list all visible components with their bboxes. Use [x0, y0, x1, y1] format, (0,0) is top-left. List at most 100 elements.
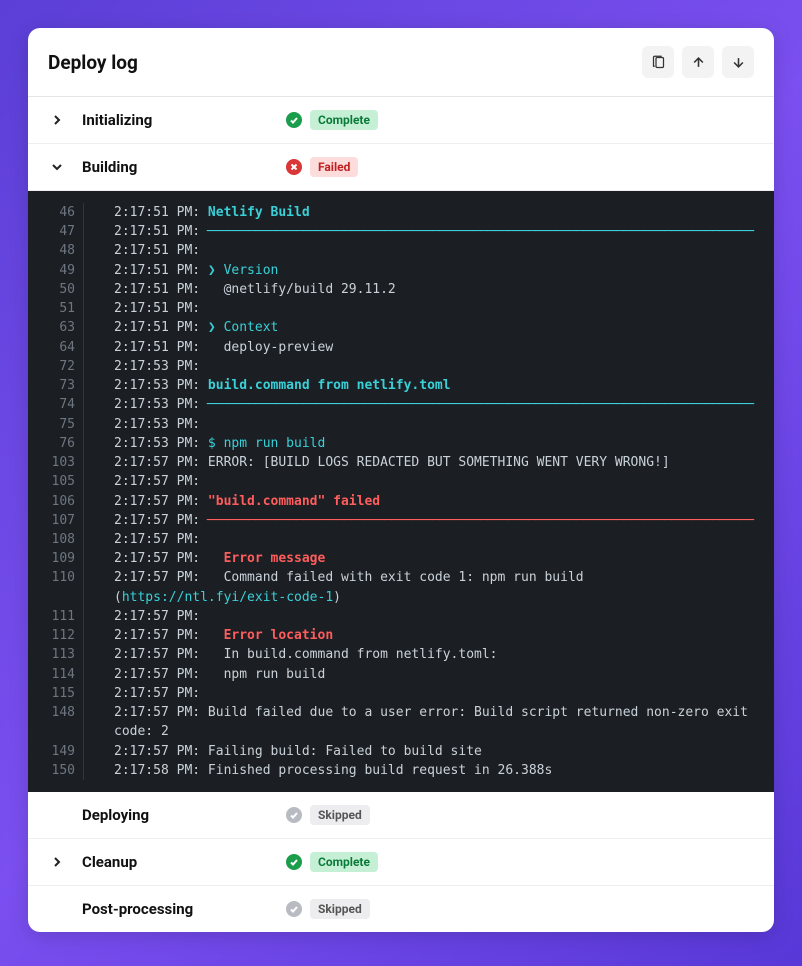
- log-line: 632:17:51 PM: ❯ Context: [28, 318, 774, 337]
- line-number: 108: [28, 530, 84, 549]
- line-number: 114: [28, 665, 84, 684]
- log-text: $ npm run build: [200, 436, 325, 451]
- log-text: Finished processing build request in 26.…: [200, 763, 552, 778]
- log-line: 642:17:51 PM: deploy-preview: [28, 338, 774, 357]
- line-content: 2:17:53 PM: build.command from netlify.t…: [84, 376, 774, 395]
- line-content: 2:17:57 PM: Failing build: Failed to bui…: [84, 742, 774, 761]
- line-number: 150: [28, 761, 84, 780]
- log-text: ❯ Context: [200, 320, 278, 335]
- log-text: "build.command" failed: [200, 494, 380, 509]
- log-line: 462:17:51 PM: Netlify Build: [28, 203, 774, 222]
- line-content: 2:17:57 PM: Command failed with exit cod…: [84, 568, 774, 606]
- line-content: 2:17:51 PM: deploy-preview: [84, 338, 774, 357]
- timestamp: 2:17:51 PM:: [114, 205, 200, 220]
- line-number: 112: [28, 626, 84, 645]
- stage-row-postprocessing: Post-processing Skipped: [28, 886, 774, 932]
- line-content: 2:17:51 PM: ❯ Version: [84, 261, 774, 280]
- stage-row-building[interactable]: Building Failed: [28, 144, 774, 191]
- stage-row-initializing[interactable]: Initializing Complete: [28, 97, 774, 144]
- log-text: build.command from netlify.toml: [200, 378, 450, 393]
- status-group: Failed: [286, 157, 358, 177]
- timestamp: 2:17:51 PM:: [114, 282, 200, 297]
- line-number: 75: [28, 415, 84, 434]
- header-actions: [642, 46, 754, 78]
- log-text: Failing build: Failed to build site: [200, 744, 482, 759]
- header: Deploy log: [28, 28, 774, 97]
- line-number: 105: [28, 472, 84, 491]
- line-content: 2:17:57 PM: Error message: [84, 549, 774, 568]
- stage-row-deploying: Deploying Skipped: [28, 792, 774, 839]
- stage-row-cleanup[interactable]: Cleanup Complete: [28, 839, 774, 886]
- line-number: 113: [28, 645, 84, 664]
- timestamp: 2:17:53 PM:: [114, 436, 200, 451]
- line-number: 115: [28, 684, 84, 703]
- stage-label: Cleanup: [66, 853, 286, 871]
- stage-label: Building: [66, 158, 286, 176]
- page-title: Deploy log: [48, 51, 138, 74]
- chevron-right-icon[interactable]: [48, 115, 66, 125]
- log-line: 482:17:51 PM:: [28, 241, 774, 260]
- line-number: 110: [28, 568, 84, 606]
- timestamp: 2:17:57 PM:: [114, 513, 200, 528]
- log-line: 105 2:17:57 PM:: [28, 472, 774, 491]
- line-number: 107: [28, 511, 84, 530]
- line-content: 2:17:57 PM: ERROR: [BUILD LOGS REDACTED …: [84, 453, 774, 472]
- log-text: ): [333, 590, 341, 605]
- timestamp: 2:17:51 PM:: [114, 224, 200, 239]
- log-line: 1142:17:57 PM: npm run build: [28, 665, 774, 684]
- timestamp: 2:17:57 PM:: [114, 667, 200, 682]
- copy-button[interactable]: [642, 46, 674, 78]
- line-content: 2:17:57 PM:: [84, 530, 774, 549]
- check-circle-icon: [286, 112, 302, 128]
- timestamp: 2:17:58 PM:: [114, 763, 200, 778]
- line-content: 2:17:53 PM:: [84, 415, 774, 434]
- timestamp: 2:17:53 PM:: [114, 359, 200, 374]
- log-line: 1102:17:57 PM: Command failed with exit …: [28, 568, 774, 606]
- horizontal-rule: ────────────────────────────────────────…: [200, 397, 753, 412]
- status-badge: Complete: [310, 852, 378, 872]
- line-number: 111: [28, 607, 84, 626]
- log-line: 752:17:53 PM:: [28, 415, 774, 434]
- scroll-down-button[interactable]: [722, 46, 754, 78]
- line-number: 50: [28, 280, 84, 299]
- line-number: 72: [28, 357, 84, 376]
- line-content: 2:17:53 PM: $ npm run build: [84, 434, 774, 453]
- log-link[interactable]: https://ntl.fyi/exit-code-1: [122, 590, 333, 605]
- log-line: 115 2:17:57 PM:: [28, 684, 774, 703]
- scroll-up-button[interactable]: [682, 46, 714, 78]
- timestamp: 2:17:57 PM:: [114, 494, 200, 509]
- stage-label: Post-processing: [66, 900, 286, 918]
- check-circle-icon: [286, 854, 302, 870]
- timestamp: 2:17:57 PM:: [114, 686, 200, 701]
- timestamp: 2:17:57 PM:: [114, 647, 200, 662]
- timestamp: 2:17:57 PM:: [114, 744, 200, 759]
- chevron-right-icon[interactable]: [48, 857, 66, 867]
- status-group: Skipped: [286, 899, 370, 919]
- log-text: Netlify Build: [200, 205, 310, 220]
- line-content: 2:17:51 PM:: [84, 299, 774, 318]
- line-number: 106: [28, 492, 84, 511]
- terminal-log: 462:17:51 PM: Netlify Build472:17:51 PM:…: [28, 191, 774, 792]
- stage-label: Deploying: [66, 806, 286, 824]
- log-text: Build failed due to a user error: Build …: [114, 705, 756, 739]
- status-badge: Complete: [310, 110, 378, 130]
- log-text: @netlify/build 29.11.2: [200, 282, 396, 297]
- timestamp: 2:17:51 PM:: [114, 320, 200, 335]
- log-line: 762:17:53 PM: $ npm run build: [28, 434, 774, 453]
- line-number: 64: [28, 338, 84, 357]
- chevron-down-icon[interactable]: [48, 162, 66, 172]
- line-content: 2:17:57 PM: Build failed due to a user e…: [84, 703, 774, 741]
- line-number: 73: [28, 376, 84, 395]
- line-number: 74: [28, 395, 84, 414]
- check-circle-grey-icon: [286, 807, 302, 823]
- line-content: 2:17:53 PM: ────────────────────────────…: [84, 395, 774, 414]
- horizontal-rule: ────────────────────────────────────────…: [200, 513, 753, 528]
- log-line: 1492:17:57 PM: Failing build: Failed to …: [28, 742, 774, 761]
- log-line: 1122:17:57 PM: Error location: [28, 626, 774, 645]
- horizontal-rule: ────────────────────────────────────────…: [200, 224, 753, 239]
- log-line: 150 2:17:58 PM: Finished processing build…: [28, 761, 774, 780]
- log-line: 472:17:51 PM: ──────────────────────────…: [28, 222, 774, 241]
- arrow-down-icon: [731, 55, 746, 70]
- line-content: 2:17:57 PM: ────────────────────────────…: [84, 511, 774, 530]
- timestamp: 2:17:57 PM:: [114, 474, 200, 489]
